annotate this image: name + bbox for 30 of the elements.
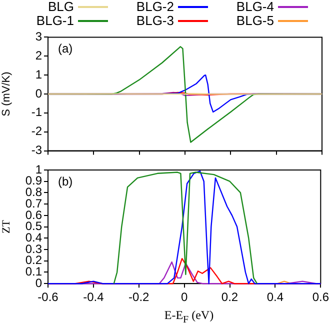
y-tick-label: -3 <box>31 143 42 158</box>
x-tick-label: -0.2 <box>128 290 150 304</box>
x-tick-label: 0.4 <box>266 290 284 304</box>
y-tick-label: 3 <box>35 30 42 44</box>
y-tick-label: 1 <box>35 67 42 82</box>
y-axis-title: ZT <box>0 220 12 234</box>
annotation: (b) <box>58 174 73 188</box>
y-tick-label: 0.2 <box>25 253 42 268</box>
y-tick-label: -2 <box>31 124 42 138</box>
x-tick-label: -0.6 <box>38 290 59 304</box>
y-tick-label: 0.3 <box>25 242 42 256</box>
x-tick-label: 0.2 <box>221 290 238 304</box>
legend-label: BLG-2 <box>136 0 174 14</box>
x-tick-label: 0.6 <box>312 290 330 304</box>
legend-label: BLG-3 <box>136 13 174 28</box>
y-tick-label: 1 <box>35 162 42 176</box>
x-axis-title: E-E$_{F}$ (eV) <box>163 308 215 326</box>
y-axis-title: S (mV/K) <box>0 72 13 116</box>
legend-label: BLG-1 <box>36 13 74 28</box>
y-tick-label: 2 <box>35 48 42 62</box>
legend-label: BLG <box>48 0 74 14</box>
y-tick-label: -1 <box>31 105 42 120</box>
legend-label: BLG-4 <box>236 0 274 14</box>
y-tick-label: 0 <box>35 86 42 100</box>
y-tick-label: 0.6 <box>25 208 42 222</box>
legend-label: BLG-5 <box>236 13 274 28</box>
x-tick-label: 0 <box>180 290 188 304</box>
annotation: (a) <box>58 42 73 56</box>
x-tick-label: -0.4 <box>83 290 104 304</box>
y-tick-label: 0.9 <box>25 174 42 188</box>
